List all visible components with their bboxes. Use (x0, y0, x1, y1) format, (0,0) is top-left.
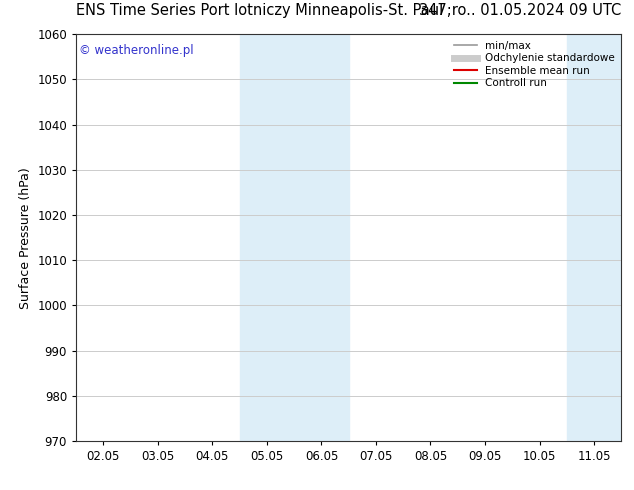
Text: ENS Time Series Port lotniczy Minneapolis-St. Paul: ENS Time Series Port lotniczy Minneapoli… (76, 3, 443, 18)
Bar (567, 34, 621, 441)
Bar (240, 34, 349, 441)
Text: © weatheronline.pl: © weatheronline.pl (79, 45, 193, 57)
Legend: min/max, Odchylenie standardowe, Ensemble mean run, Controll run: min/max, Odchylenie standardowe, Ensembl… (450, 36, 619, 93)
Y-axis label: Surface Pressure (hPa): Surface Pressure (hPa) (19, 167, 32, 309)
Text: 347;ro.. 01.05.2024 09 UTC: 347;ro.. 01.05.2024 09 UTC (419, 3, 621, 18)
